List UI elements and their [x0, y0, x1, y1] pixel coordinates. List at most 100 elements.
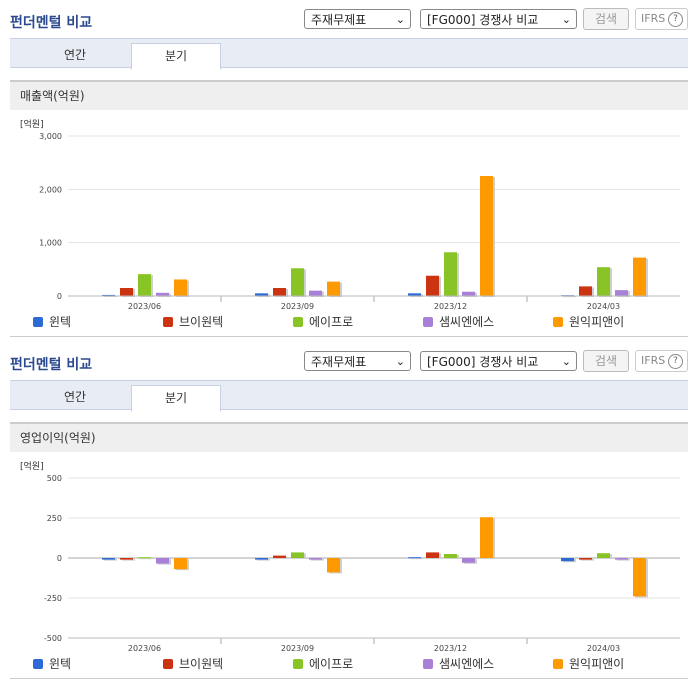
chevron-down-icon: ⌄ [561, 355, 571, 368]
revenue-chart: 0 1,000 2,000 3,000 2023/06 2023/09 2023/12 202… [39, 132, 680, 311]
legend-label: 원익피앤이 [569, 315, 625, 329]
bar[interactable] [327, 281, 340, 296]
legend-label: 샘씨엔에스 [439, 657, 495, 671]
bar[interactable] [255, 558, 268, 560]
bar[interactable] [273, 288, 286, 296]
statement-select[interactable]: 주재무제표 ⌄ [304, 9, 411, 29]
bar[interactable] [309, 558, 322, 560]
x-tick-label: 2023/06 [128, 644, 161, 653]
bar[interactable] [291, 552, 304, 558]
bar[interactable] [597, 267, 610, 296]
statement-select[interactable]: 주재무제표 ⌄ [304, 351, 411, 371]
chart-title: 매출액(억원) [10, 80, 688, 110]
bar[interactable] [327, 558, 340, 573]
x-tick-label: 2023/09 [281, 302, 314, 311]
bar[interactable] [426, 275, 439, 296]
bar[interactable] [597, 553, 610, 558]
comparison-select[interactable]: [FG000] 경쟁사 비교 ⌄ [420, 9, 577, 29]
y-tick-label: 500 [47, 474, 62, 483]
legend-label: 브이원텍 [179, 315, 224, 329]
bar[interactable] [120, 288, 133, 296]
legend-swatch [553, 659, 563, 669]
x-tick-label: 2023/12 [434, 644, 467, 653]
bar[interactable] [480, 517, 493, 558]
bar[interactable] [174, 279, 187, 296]
period-tabs: 연간 분기 [10, 38, 688, 70]
bar[interactable] [408, 557, 421, 559]
operating-profit-panel: 펀더멘털 비교 주재무제표 ⌄ [FG000] 경쟁사 비교 ⌄ 검색 IFRS… [0, 342, 696, 684]
legend-item[interactable]: 에이프로 [293, 655, 353, 672]
tab-quarterly[interactable]: 분기 [131, 43, 221, 70]
tab-annual[interactable]: 연간 [63, 48, 87, 62]
bar-shadow [257, 559, 270, 561]
y-tick-label: -500 [44, 634, 62, 643]
bar[interactable] [291, 268, 304, 296]
bar-shadow [311, 559, 324, 561]
bar[interactable] [579, 286, 592, 296]
statement-select-value: 주재무제표 [311, 13, 367, 27]
bar[interactable] [426, 552, 439, 558]
comparison-select[interactable]: [FG000] 경쟁사 비교 ⌄ [420, 351, 577, 371]
legend-item[interactable]: 윈텍 [33, 313, 71, 330]
bar[interactable] [120, 558, 133, 560]
legend-label: 에이프로 [309, 657, 354, 671]
bar[interactable] [273, 555, 286, 558]
legend-item[interactable]: 에이프로 [293, 313, 353, 330]
tab-quarterly[interactable]: 분기 [131, 385, 221, 412]
legend-label: 브이원텍 [179, 657, 224, 671]
legend-item[interactable]: 브이원텍 [163, 655, 223, 672]
chart-title: 영업이익(억원) [10, 422, 688, 452]
legend-swatch [163, 659, 173, 669]
chevron-down-icon: ⌄ [395, 355, 405, 368]
bar[interactable] [462, 291, 475, 296]
legend-item[interactable]: 샘씨엔에스 [423, 313, 494, 330]
legend-label: 윈텍 [49, 657, 72, 671]
bar[interactable] [309, 290, 322, 296]
bar[interactable] [255, 293, 268, 296]
bar[interactable] [561, 558, 574, 562]
y-tick-label: 0 [57, 292, 62, 301]
legend-swatch [293, 317, 303, 327]
bar[interactable] [102, 558, 115, 560]
bar[interactable] [633, 558, 646, 597]
bar[interactable] [480, 176, 493, 296]
legend-item[interactable]: 원익피앤이 [553, 655, 624, 672]
bar[interactable] [444, 554, 457, 558]
page-title: 펀더멘털 비교 [10, 15, 93, 31]
bar[interactable] [174, 558, 187, 570]
period-tabs: 연간 분기 [10, 380, 688, 412]
legend-item[interactable]: 원익피앤이 [553, 313, 624, 330]
y-tick-label: 2,000 [39, 185, 62, 194]
bar[interactable] [444, 252, 457, 296]
legend-swatch [33, 317, 43, 327]
bar[interactable] [156, 292, 169, 296]
x-tick-label: 2024/03 [587, 644, 620, 653]
legend-item[interactable]: 윈텍 [33, 655, 71, 672]
legend-item[interactable]: 샘씨엔에스 [423, 655, 494, 672]
bar-shadow [104, 559, 117, 561]
unit-label: [억원] [20, 120, 44, 130]
bar[interactable] [615, 290, 628, 296]
search-button[interactable]: 검색 [583, 8, 629, 30]
bar[interactable] [408, 293, 421, 296]
legend-label: 원익피앤이 [569, 657, 625, 671]
bar-shadow [410, 558, 423, 560]
bar[interactable] [156, 558, 169, 564]
y-tick-label: 0 [57, 554, 62, 563]
page-title: 펀더멘털 비교 [10, 357, 93, 373]
ifrs-help-button[interactable]: IFRS ? [635, 350, 688, 372]
tab-annual[interactable]: 연간 [63, 390, 87, 404]
bar[interactable] [462, 558, 475, 563]
bar[interactable] [579, 558, 592, 560]
legend-item[interactable]: 브이원텍 [163, 313, 223, 330]
bar[interactable] [102, 294, 115, 296]
bar[interactable] [138, 557, 151, 559]
bar[interactable] [615, 558, 628, 560]
search-button[interactable]: 검색 [583, 350, 629, 372]
ifrs-help-button[interactable]: IFRS ? [635, 8, 688, 30]
chart-legend: 윈텍 브이원텍 에이프로 샘씨엔에스 원익피앤이 [0, 655, 696, 671]
bar[interactable] [138, 274, 151, 296]
legend-label: 샘씨엔에스 [439, 315, 495, 329]
bar[interactable] [633, 257, 646, 296]
legend-swatch [423, 659, 433, 669]
